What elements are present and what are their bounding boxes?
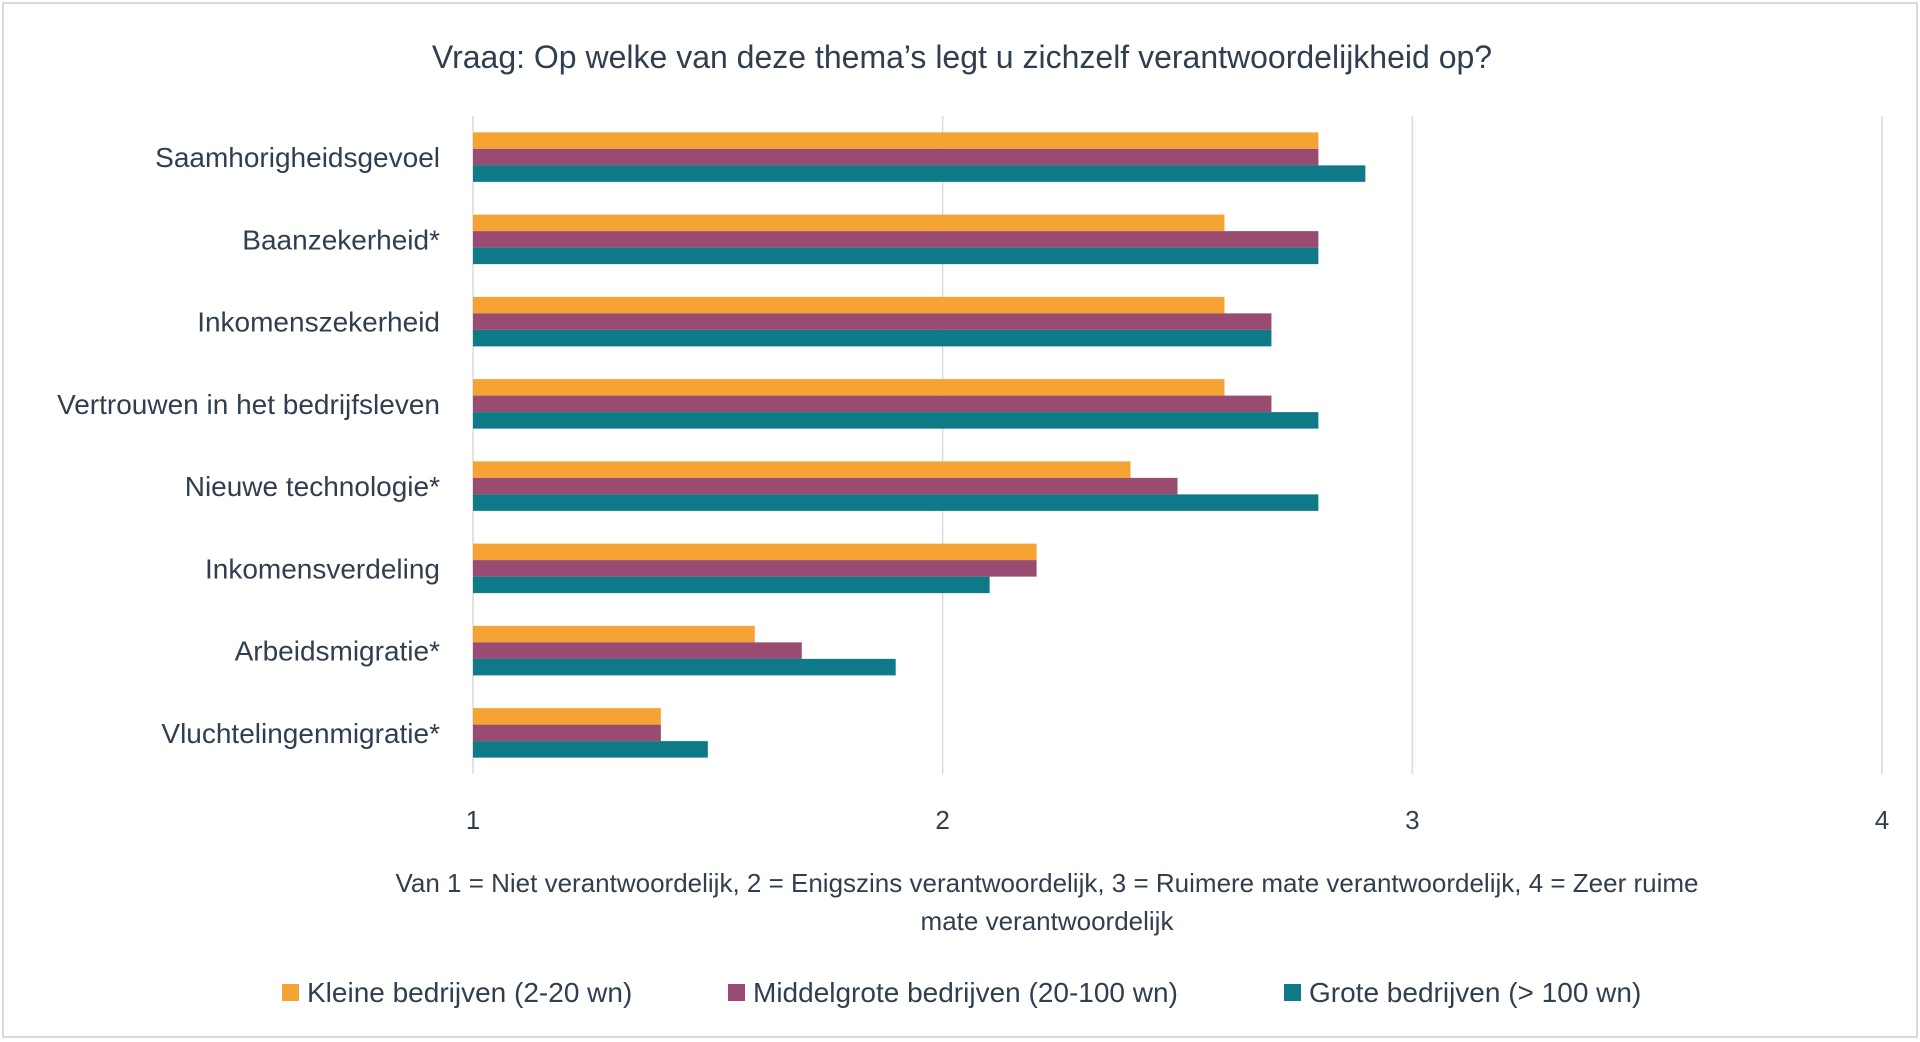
x-axis-label-line-1: Van 1 = Niet verantwoordelijk, 2 = Enigs… [395, 868, 1698, 898]
category-label-8: Vluchtelingenmigratie* [161, 718, 440, 749]
bar-4-series-1 [473, 379, 1225, 396]
bar-1-series-3 [473, 165, 1366, 182]
legend-item-3: Grote bedrijven (> 100 wn) [1284, 977, 1641, 1008]
bar-6-series-2 [473, 560, 1037, 577]
legend-item-1: Kleine bedrijven (2-20 wn) [282, 977, 632, 1008]
bar-8-series-1 [473, 708, 661, 725]
bar-2-series-3 [473, 247, 1319, 265]
legend-label-3: Grote bedrijven (> 100 wn) [1309, 977, 1641, 1008]
bars-layer [473, 132, 1366, 758]
chart-title: Vraag: Op welke van deze thema’s legt u … [432, 39, 1492, 75]
category-label-1: Saamhorigheidsgevoel [155, 142, 440, 173]
chart-svg: Vraag: Op welke van deze thema’s legt u … [57, 39, 1889, 1008]
bar-7-series-3 [473, 658, 896, 676]
x-tick-label-3: 3 [1405, 805, 1419, 835]
bar-3-series-1 [473, 296, 1225, 314]
legend-swatch-1 [282, 984, 299, 1001]
category-label-7: Arbeidsmigratie* [235, 636, 441, 667]
category-label-2: Baanzekerheid* [242, 224, 440, 255]
category-label-3: Inkomenszekerheid [197, 307, 440, 338]
bar-1-series-2 [473, 148, 1319, 166]
x-tick-label-1: 1 [466, 805, 480, 835]
legend-label-1: Kleine bedrijven (2-20 wn) [307, 977, 632, 1008]
x-tick-label-4: 4 [1875, 805, 1889, 835]
x-tick-label-2: 2 [935, 805, 949, 835]
bar-7-series-1 [473, 625, 755, 643]
legend-swatch-3 [1284, 984, 1301, 1001]
bar-6-series-1 [473, 543, 1037, 561]
legend-swatch-2 [728, 984, 745, 1001]
category-label-6: Inkomensverdeling [205, 553, 440, 584]
bar-2-series-1 [473, 214, 1225, 232]
bar-2-series-2 [473, 231, 1319, 248]
bar-8-series-3 [473, 741, 708, 758]
bar-5-series-3 [473, 494, 1319, 511]
bar-6-series-3 [473, 576, 990, 594]
bar-3-series-2 [473, 313, 1272, 330]
bar-5-series-2 [473, 477, 1178, 495]
legend-item-2: Middelgrote bedrijven (20-100 wn) [728, 977, 1178, 1008]
bar-3-series-3 [473, 329, 1272, 347]
bar-1-series-1 [473, 132, 1319, 149]
legend: Kleine bedrijven (2-20 wn) Middelgrote be… [282, 977, 1641, 1008]
category-label-5: Nieuwe technologie* [185, 471, 440, 502]
category-labels: Saamhorigheidsgevoel Baanzekerheid* Inkome… [57, 142, 440, 749]
category-label-4: Vertrouwen in het bedrijfsleven [57, 389, 440, 420]
legend-label-2: Middelgrote bedrijven (20-100 wn) [753, 977, 1178, 1008]
bar-8-series-2 [473, 724, 661, 742]
bar-4-series-2 [473, 395, 1272, 413]
bar-7-series-2 [473, 642, 802, 659]
x-axis-label-line-2: mate verantwoordelijk [921, 906, 1175, 936]
bar-4-series-3 [473, 412, 1319, 429]
bar-5-series-1 [473, 461, 1131, 478]
x-tick-labels: 1 2 3 4 [466, 805, 1889, 835]
